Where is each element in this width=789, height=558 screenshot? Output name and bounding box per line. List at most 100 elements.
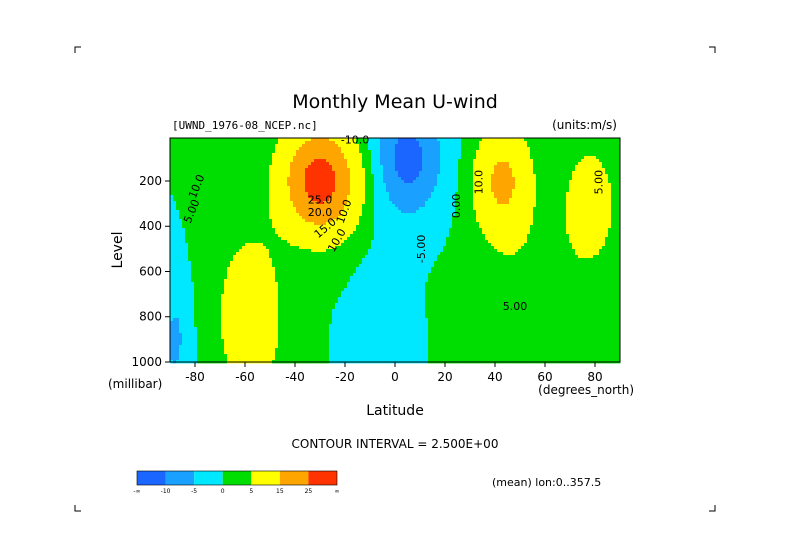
contour-cell	[362, 201, 366, 205]
contour-cell	[191, 291, 195, 295]
contour-cell	[281, 165, 285, 169]
contour-cell	[269, 327, 273, 331]
contour-cell	[335, 291, 339, 295]
contour-cell	[170, 225, 174, 229]
contour-cell	[362, 171, 366, 175]
contour-cell	[323, 339, 327, 343]
contour-cell	[317, 279, 321, 283]
contour-cell	[335, 150, 339, 154]
contour-cell	[287, 180, 291, 184]
contour-cell	[281, 315, 285, 319]
contour-cell	[197, 297, 201, 301]
contour-cell	[362, 261, 366, 265]
contour-cell	[284, 267, 288, 271]
contour-cell	[224, 273, 228, 277]
contour-cell	[173, 174, 177, 178]
contour-cell	[326, 168, 330, 172]
contour-cell	[221, 264, 225, 268]
contour-cell	[251, 210, 255, 214]
contour-cell	[260, 159, 264, 163]
contour-cell	[368, 162, 372, 166]
contour-cell	[278, 222, 282, 226]
contour-cell	[263, 240, 267, 244]
contour-cell	[293, 141, 297, 145]
contour-cell	[302, 348, 306, 352]
contour-cell	[254, 318, 258, 322]
contour-cell	[257, 231, 261, 235]
contour-cell	[284, 189, 288, 193]
contour-cell	[314, 141, 318, 145]
contour-cell	[266, 276, 270, 280]
contour-cell	[209, 204, 213, 208]
contour-cell	[248, 351, 252, 355]
contour-cell	[263, 228, 267, 232]
contour-cell	[218, 285, 222, 289]
contour-cell	[203, 225, 207, 229]
contour-cell	[188, 336, 192, 340]
contour-cell	[272, 309, 276, 313]
contour-cell	[266, 207, 270, 211]
contour-cell	[269, 288, 273, 292]
contour-cell	[350, 207, 354, 211]
contour-cell	[245, 177, 249, 181]
contour-cell	[197, 171, 201, 175]
contour-cell	[266, 228, 270, 232]
contour-cell	[344, 195, 348, 199]
contour-cell	[218, 240, 222, 244]
contour-cell	[215, 141, 219, 145]
contour-cell	[359, 330, 363, 334]
contour-cell	[320, 348, 324, 352]
contour-cell	[278, 285, 282, 289]
contour-cell	[266, 267, 270, 271]
contour-cell	[326, 285, 330, 289]
contour-cell	[296, 300, 300, 304]
contour-cell	[236, 138, 240, 142]
contour-cell	[338, 159, 342, 163]
contour-cell	[182, 234, 186, 238]
contour-cell	[326, 339, 330, 343]
contour-cell	[218, 309, 222, 313]
contour-cell	[248, 213, 252, 217]
contour-cell	[269, 252, 273, 256]
contour-cell	[230, 240, 234, 244]
contour-cell	[233, 216, 237, 220]
contour-cell	[281, 150, 285, 154]
contour-cell	[260, 141, 264, 145]
contour-cell	[359, 165, 363, 169]
contour-cell	[314, 339, 318, 343]
contour-cell	[182, 255, 186, 259]
contour-cell	[206, 162, 210, 166]
contour-cell	[188, 276, 192, 280]
contour-cell	[203, 264, 207, 268]
contour-cell	[212, 219, 216, 223]
contour-cell	[221, 234, 225, 238]
contour-cell	[215, 168, 219, 172]
contour-cell	[275, 357, 279, 361]
contour-cell	[170, 213, 174, 217]
contour-cell	[221, 297, 225, 301]
contour-cell	[314, 156, 318, 160]
contour-cell	[212, 216, 216, 220]
contour-cell	[317, 354, 321, 358]
contour-cell	[272, 291, 276, 295]
contour-cell	[200, 177, 204, 181]
contour-cell	[308, 324, 312, 328]
contour-cell	[332, 264, 336, 268]
contour-cell	[308, 231, 312, 235]
contour-cell	[224, 315, 228, 319]
contour-cell	[248, 177, 252, 181]
contour-cell	[353, 180, 357, 184]
contour-cell	[188, 231, 192, 235]
contour-cell	[206, 225, 210, 229]
contour-cell	[308, 192, 312, 196]
contour-cell	[182, 309, 186, 313]
contour-cell	[269, 201, 273, 205]
contour-cell	[332, 153, 336, 157]
contour-cell	[344, 297, 348, 301]
contour-cell	[254, 354, 258, 358]
contour-cell	[233, 249, 237, 253]
contour-cell	[266, 231, 270, 235]
contour-cell	[329, 339, 333, 343]
contour-cell	[245, 345, 249, 349]
